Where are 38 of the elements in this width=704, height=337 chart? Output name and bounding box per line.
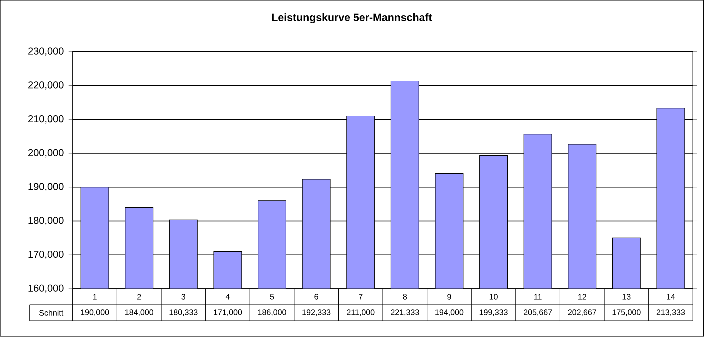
x-tick-label: 13	[622, 294, 631, 300]
data-label: 186,000	[258, 310, 286, 316]
data-label: 199,333	[480, 310, 508, 316]
data-label: 184,000	[125, 310, 154, 316]
y-tick-label: 180,000	[28, 217, 64, 226]
data-label: 194,000	[436, 310, 464, 316]
x-tick-label: 1	[93, 294, 97, 300]
x-tick-label: 6	[314, 294, 318, 300]
data-label: 211,000	[347, 310, 375, 316]
data-label: 180,333	[170, 310, 198, 316]
x-tick-label: 14	[667, 294, 676, 300]
data-label: 192,333	[302, 310, 331, 316]
y-tick-label: 200,000	[28, 149, 64, 158]
data-label: 175,000	[612, 310, 641, 316]
data-label: 205,667	[524, 310, 552, 316]
y-tick-label: 230,000	[28, 48, 64, 56]
x-tick-label: 11	[534, 294, 542, 300]
y-tick-label: 210,000	[28, 116, 64, 124]
data-label: 221,333	[391, 310, 420, 316]
data-label: 202,667	[568, 310, 596, 316]
y-tick-label: 170,000	[28, 251, 64, 260]
data-label: 171,000	[214, 310, 242, 316]
data-label: 213,333	[656, 310, 686, 316]
y-tick-label: 160,000	[28, 284, 64, 294]
chart-title: Leistungskurve 5er-Mannschaft	[272, 14, 432, 24]
x-tick-label: 3	[182, 294, 186, 300]
x-tick-label: 2	[138, 294, 142, 300]
x-tick-label: 4	[226, 294, 230, 300]
legend-label: Schnitt	[40, 310, 64, 316]
y-tick-label: 190,000	[28, 183, 64, 192]
y-tick-label: 220,000	[28, 82, 64, 90]
x-tick-label: 8	[403, 294, 408, 300]
x-tick-label: 10	[490, 294, 498, 300]
x-tick-label: 9	[448, 294, 452, 300]
x-tick-label: 7	[359, 294, 363, 300]
x-tick-label: 5	[270, 294, 274, 300]
data-label: 190,000	[81, 310, 110, 316]
x-tick-label: 12	[578, 294, 586, 300]
